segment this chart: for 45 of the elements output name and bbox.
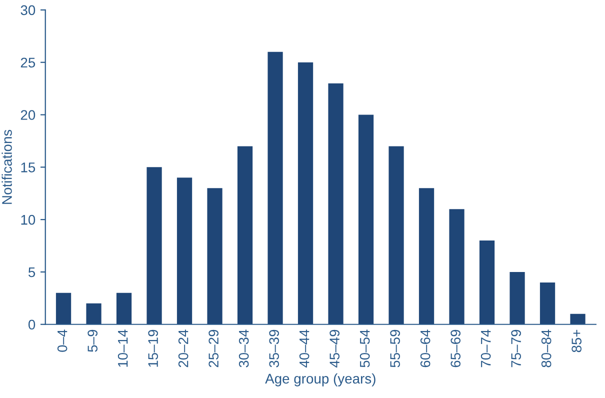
bar xyxy=(510,272,525,324)
x-tick-label: 65–69 xyxy=(450,330,461,368)
y-tick-label: 10 xyxy=(21,214,36,225)
bar xyxy=(86,303,102,324)
bar xyxy=(358,114,374,324)
y-tick-label: 20 xyxy=(20,110,36,120)
y-axis-title: Notifications xyxy=(2,130,12,204)
bar xyxy=(298,62,314,324)
y-tick-label: 15 xyxy=(21,162,36,172)
bar xyxy=(56,292,72,324)
y-tick-label: 0 xyxy=(28,320,36,330)
x-tick-label: 75–79 xyxy=(511,330,522,368)
bar xyxy=(237,146,253,324)
x-tick-label: 20–24 xyxy=(178,330,188,368)
y-tick-label: 25 xyxy=(20,58,36,68)
x-tick-label: 55–59 xyxy=(390,330,400,368)
bar xyxy=(570,314,586,324)
bar xyxy=(449,209,464,324)
x-tick-label: 0–4 xyxy=(57,330,68,352)
x-tick-label: 60–64 xyxy=(420,330,430,368)
bar xyxy=(388,146,404,324)
x-tick-label: 85+ xyxy=(572,330,582,352)
bar xyxy=(176,178,192,324)
x-tick-label: 35–39 xyxy=(269,330,280,368)
bar xyxy=(268,52,283,324)
bar xyxy=(540,282,556,324)
x-tick-label: 15–19 xyxy=(148,330,158,367)
x-tick-label: 5–9 xyxy=(88,330,98,352)
bar xyxy=(418,188,434,324)
y-tick-label: 30 xyxy=(20,5,36,16)
bar xyxy=(207,188,222,324)
x-tick-label: 45–49 xyxy=(330,330,340,368)
x-tick-label: 80–84 xyxy=(541,330,552,368)
x-tick-label: 70–74 xyxy=(480,330,491,368)
bar xyxy=(146,167,162,324)
x-tick-label: 30–34 xyxy=(238,330,249,368)
bar xyxy=(328,83,344,324)
bar xyxy=(479,240,495,324)
x-tick-label: 50–54 xyxy=(360,330,370,368)
y-tick-label: 5 xyxy=(28,267,36,278)
bar xyxy=(116,292,132,324)
x-tick-label: 10–14 xyxy=(118,330,128,367)
x-tick-label: 25–29 xyxy=(208,330,219,368)
x-axis-title: Age group (years) xyxy=(265,373,376,386)
x-tick-label: 40–44 xyxy=(299,330,310,368)
